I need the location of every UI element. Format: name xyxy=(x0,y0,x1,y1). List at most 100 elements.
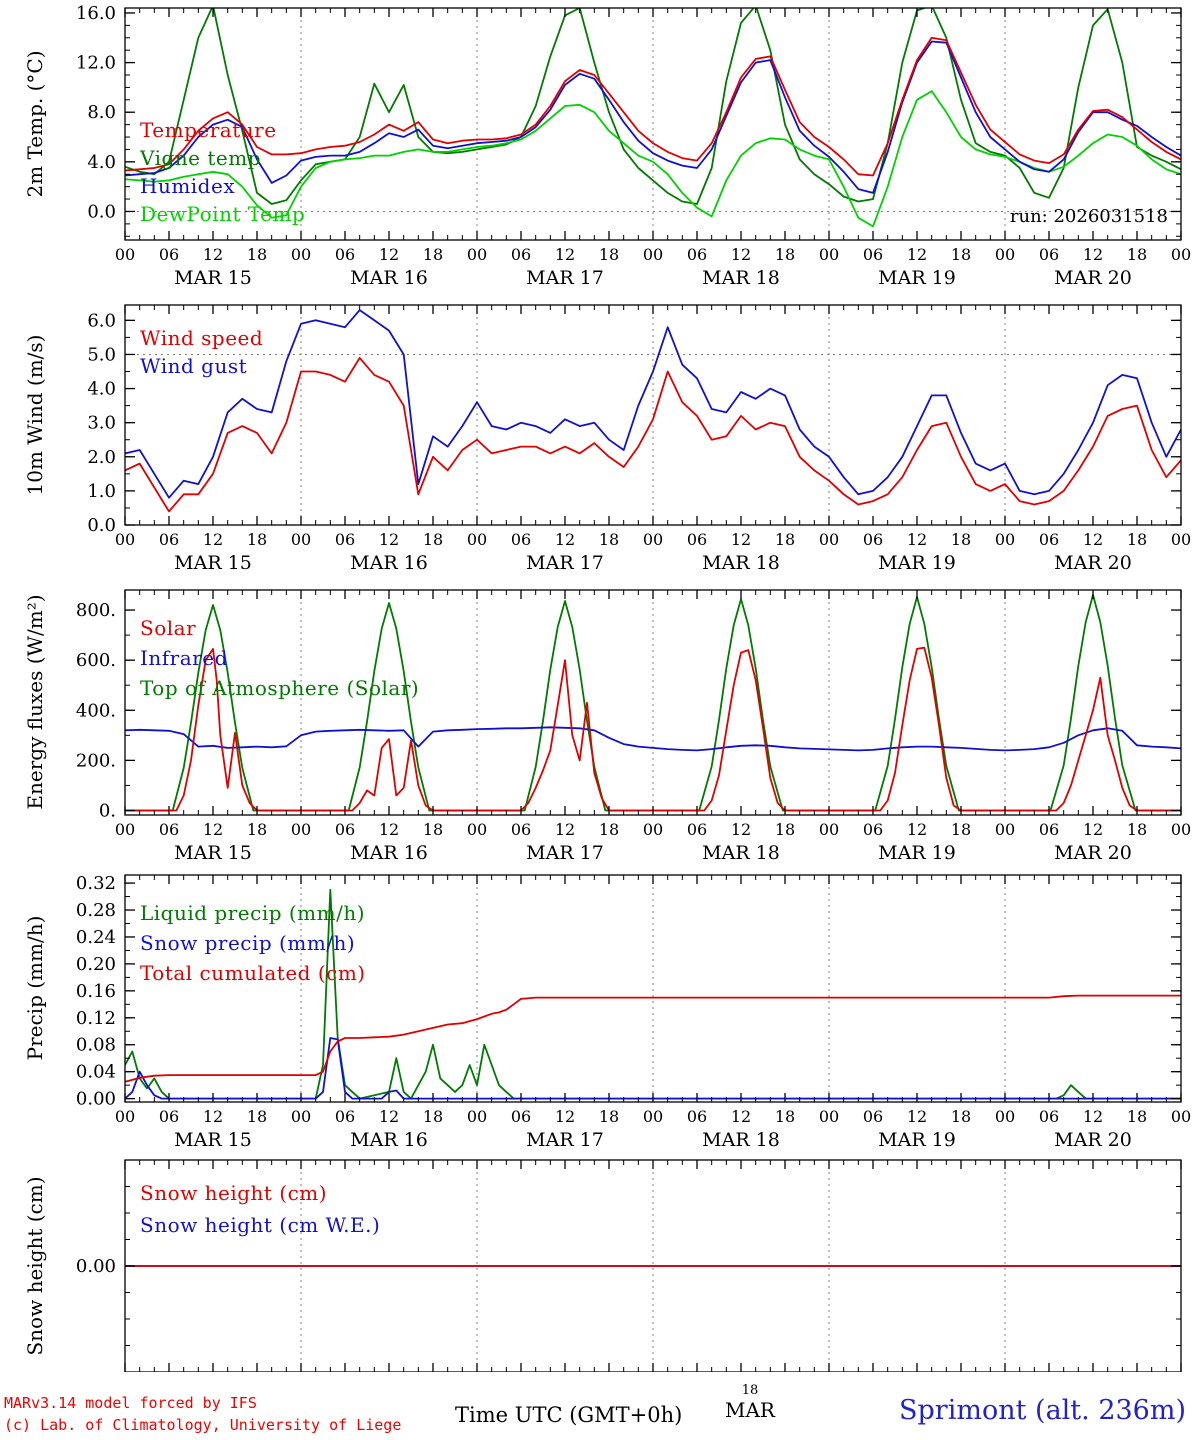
svg-text:00: 00 xyxy=(643,1107,663,1126)
x-axis-title: Time UTC (GMT+0h) xyxy=(455,1403,683,1427)
svg-text:800.: 800. xyxy=(76,600,116,621)
svg-text:06: 06 xyxy=(687,820,707,839)
svg-text:12: 12 xyxy=(555,1107,575,1126)
svg-text:5.0: 5.0 xyxy=(87,344,116,365)
legend-infrared: Infrared xyxy=(140,646,228,670)
legend-humidex: Humidex xyxy=(140,174,236,198)
svg-text:0.00: 0.00 xyxy=(76,1256,116,1277)
svg-text:MAR 18: MAR 18 xyxy=(702,267,780,289)
current-day-number: 18 xyxy=(741,1383,759,1398)
svg-text:600.: 600. xyxy=(76,650,116,671)
svg-text:12: 12 xyxy=(379,245,399,264)
svg-text:00: 00 xyxy=(115,245,135,264)
svg-text:06: 06 xyxy=(863,820,883,839)
svg-text:18: 18 xyxy=(247,1107,267,1126)
svg-text:00: 00 xyxy=(1171,245,1191,264)
svg-text:12: 12 xyxy=(731,245,751,264)
svg-text:4.0: 4.0 xyxy=(87,379,116,400)
svg-text:12: 12 xyxy=(1083,530,1103,549)
svg-text:MAR 15: MAR 15 xyxy=(174,267,252,289)
svg-text:12: 12 xyxy=(203,820,223,839)
svg-text:0.16: 0.16 xyxy=(76,981,116,1002)
svg-text:00: 00 xyxy=(115,820,135,839)
svg-text:18: 18 xyxy=(599,245,619,264)
svg-text:06: 06 xyxy=(863,1107,883,1126)
legend-vigne-temp: Vigne temp xyxy=(140,146,262,170)
svg-text:12: 12 xyxy=(907,530,927,549)
svg-text:0.00: 0.00 xyxy=(76,1089,116,1110)
svg-text:18: 18 xyxy=(775,820,795,839)
svg-text:MAR 17: MAR 17 xyxy=(526,552,604,574)
svg-text:06: 06 xyxy=(159,530,179,549)
legend-wind-gust: Wind gust xyxy=(140,354,248,378)
svg-text:18: 18 xyxy=(599,530,619,549)
svg-text:12: 12 xyxy=(731,1107,751,1126)
svg-text:3.0: 3.0 xyxy=(87,413,116,434)
legend-dewpoint-temp: DewPoint Temp xyxy=(140,202,306,226)
svg-text:00: 00 xyxy=(115,1107,135,1126)
svg-text:0.: 0. xyxy=(99,800,116,821)
svg-text:MAR 19: MAR 19 xyxy=(878,842,956,864)
svg-text:00: 00 xyxy=(819,1107,839,1126)
legend-solar: Solar xyxy=(140,616,197,640)
svg-text:MAR 19: MAR 19 xyxy=(878,267,956,289)
svg-text:06: 06 xyxy=(687,530,707,549)
svg-text:12: 12 xyxy=(555,820,575,839)
svg-text:MAR 18: MAR 18 xyxy=(702,1129,780,1151)
svg-text:00: 00 xyxy=(291,1107,311,1126)
svg-text:18: 18 xyxy=(775,1107,795,1126)
model-credit-line2: (c) Lab. of Climatology, University of L… xyxy=(4,1416,402,1434)
y-axis-label-snow: Snow height (cm) xyxy=(23,1176,47,1355)
svg-text:12: 12 xyxy=(379,820,399,839)
svg-text:0.04: 0.04 xyxy=(76,1062,116,1083)
svg-text:00: 00 xyxy=(819,245,839,264)
svg-text:12: 12 xyxy=(379,1107,399,1126)
svg-text:MAR 20: MAR 20 xyxy=(1054,267,1132,289)
svg-text:00: 00 xyxy=(643,530,663,549)
svg-text:0.20: 0.20 xyxy=(76,954,116,975)
legend-total-cumulated: Total cumulated (cm) xyxy=(140,961,366,985)
svg-text:MAR 16: MAR 16 xyxy=(350,267,428,289)
svg-text:0.12: 0.12 xyxy=(76,1008,116,1029)
svg-text:MAR 16: MAR 16 xyxy=(350,1129,428,1151)
svg-text:12: 12 xyxy=(203,530,223,549)
svg-text:06: 06 xyxy=(511,530,531,549)
svg-text:06: 06 xyxy=(1039,245,1059,264)
svg-text:06: 06 xyxy=(511,1107,531,1126)
svg-text:18: 18 xyxy=(247,820,267,839)
legend-snow-height-we: Snow height (cm W.E.) xyxy=(140,1213,381,1237)
svg-text:06: 06 xyxy=(1039,820,1059,839)
svg-text:0.0: 0.0 xyxy=(87,201,116,222)
legend-temperature: Temperature xyxy=(140,118,277,142)
svg-text:MAR 18: MAR 18 xyxy=(702,842,780,864)
svg-text:00: 00 xyxy=(467,530,487,549)
svg-text:18: 18 xyxy=(951,820,971,839)
svg-text:00: 00 xyxy=(1171,530,1191,549)
svg-text:MAR 16: MAR 16 xyxy=(350,552,428,574)
svg-text:12: 12 xyxy=(731,820,751,839)
svg-text:18: 18 xyxy=(423,245,443,264)
svg-text:12.0: 12.0 xyxy=(76,53,116,74)
svg-text:12: 12 xyxy=(203,245,223,264)
svg-text:12: 12 xyxy=(907,820,927,839)
svg-text:00: 00 xyxy=(995,245,1015,264)
svg-text:MAR 20: MAR 20 xyxy=(1054,842,1132,864)
y-axis-label-energy: Energy fluxes (W/m²) xyxy=(23,594,47,809)
model-credit: MARv3.14 model forced by IFS (c) Lab. of… xyxy=(4,1392,401,1436)
svg-text:MAR 20: MAR 20 xyxy=(1054,552,1132,574)
svg-text:2.0: 2.0 xyxy=(87,447,116,468)
svg-text:06: 06 xyxy=(335,245,355,264)
svg-text:MAR 19: MAR 19 xyxy=(878,1129,956,1151)
svg-text:00: 00 xyxy=(467,245,487,264)
svg-text:00: 00 xyxy=(115,530,135,549)
svg-text:12: 12 xyxy=(379,530,399,549)
svg-text:MAR 15: MAR 15 xyxy=(174,1129,252,1151)
svg-text:18: 18 xyxy=(247,245,267,264)
svg-text:6.0: 6.0 xyxy=(87,310,116,331)
svg-text:06: 06 xyxy=(687,245,707,264)
svg-text:00: 00 xyxy=(819,530,839,549)
svg-text:8.0: 8.0 xyxy=(87,102,116,123)
svg-text:18: 18 xyxy=(1127,245,1147,264)
svg-text:18: 18 xyxy=(951,530,971,549)
